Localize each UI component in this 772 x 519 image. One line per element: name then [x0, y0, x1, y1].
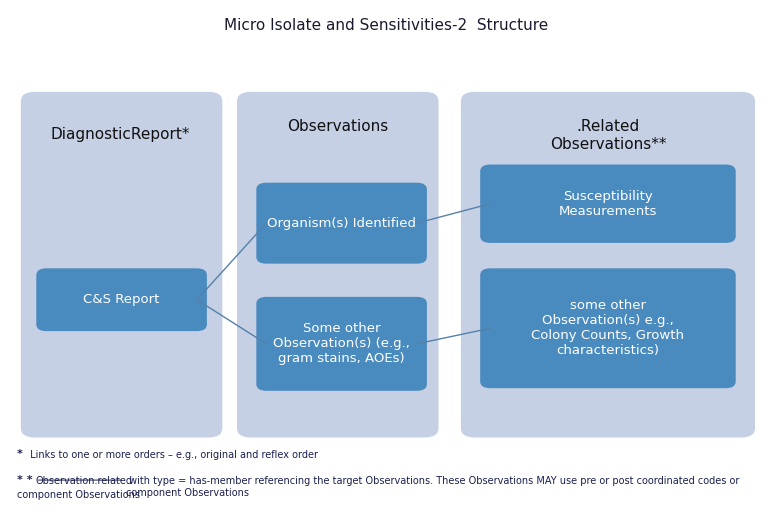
Text: .Related
Observations**: .Related Observations**: [550, 119, 666, 152]
Text: Organism(s) Identified: Organism(s) Identified: [267, 216, 416, 230]
Text: some other
Observation(s) e.g.,
Colony Counts, Growth
characteristics): some other Observation(s) e.g., Colony C…: [531, 299, 685, 357]
Text: * *: * *: [17, 475, 32, 485]
Text: *: *: [17, 449, 23, 459]
Text: Links to one or more orders – e.g., original and reflex order: Links to one or more orders – e.g., orig…: [27, 450, 318, 460]
Text: Micro Isolate and Sensitivities-2  Structure: Micro Isolate and Sensitivities-2 Struct…: [224, 18, 548, 33]
FancyBboxPatch shape: [480, 165, 736, 243]
Text: Observation.related: Observation.related: [36, 476, 133, 486]
FancyBboxPatch shape: [256, 183, 427, 264]
FancyBboxPatch shape: [237, 92, 438, 438]
Text: DiagnosticReport*: DiagnosticReport*: [50, 127, 190, 142]
FancyBboxPatch shape: [21, 92, 222, 438]
FancyBboxPatch shape: [480, 268, 736, 388]
FancyBboxPatch shape: [256, 297, 427, 391]
FancyBboxPatch shape: [461, 92, 755, 438]
Text: component Observations: component Observations: [17, 490, 140, 500]
Text: Some other
Observation(s) (e.g.,
gram stains, AOEs): Some other Observation(s) (e.g., gram st…: [273, 322, 410, 365]
Text: Susceptibility
Measurements: Susceptibility Measurements: [559, 190, 657, 217]
Text: with type = has-member referencing the target Observations. These Observations M: with type = has-member referencing the t…: [126, 476, 740, 498]
FancyBboxPatch shape: [36, 268, 207, 331]
Text: C&S Report: C&S Report: [83, 293, 160, 306]
Text: Observations: Observations: [287, 119, 388, 134]
